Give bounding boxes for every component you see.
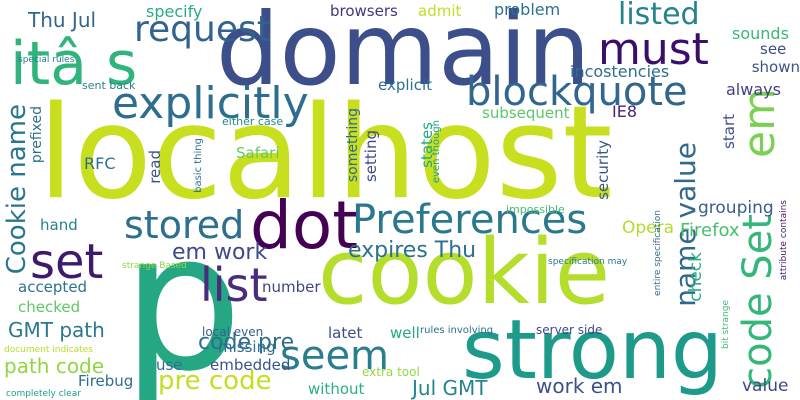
word-firefox: Firefox (680, 220, 740, 241)
word-domain: domain (216, 0, 591, 108)
word-rules-involving: rules involving (420, 325, 494, 336)
word-accepted: accepted (18, 278, 88, 296)
word-extra-tool: extra tool (362, 365, 420, 379)
word-list: list (200, 258, 268, 312)
word-missing: missing (218, 338, 276, 356)
word-document-indicates: document indicates (4, 345, 93, 355)
word-thu-jul: Thu Jul (28, 8, 97, 32)
word-embedded: embedded (210, 356, 291, 374)
word-must: must (598, 24, 709, 75)
word-either-case: either case (222, 115, 284, 128)
word-completely-clear: completely clear (6, 389, 81, 399)
word-incostencies: incostencies (570, 62, 670, 81)
word-read: read (146, 150, 164, 184)
word-prefixed: prefixed (29, 106, 45, 164)
word-em: request (134, 9, 271, 50)
word-always: always (726, 80, 781, 99)
word-explicit: explicit (378, 76, 432, 94)
word-use: use (156, 356, 183, 374)
word-blockquote: blockquote (466, 69, 688, 115)
word-value-right: value (742, 376, 789, 396)
word-browsers: browsers (330, 2, 398, 20)
word-code-pre: code pre (198, 330, 295, 355)
word-hand: hand (40, 216, 78, 234)
word-latet: latet (328, 324, 363, 342)
word-specification-may: specification may (548, 257, 628, 267)
word-impossible: impossible (506, 203, 565, 216)
word-number: number (262, 278, 321, 296)
word-pre-code: pre code (158, 366, 272, 396)
word-attribute-contains: attribute contains (779, 200, 789, 281)
word-safari: Safari (236, 144, 280, 162)
word-rfc: RFC (84, 154, 116, 173)
word-problem: problem (494, 0, 561, 19)
word-security: security (594, 140, 612, 200)
word-start: start (720, 114, 738, 149)
word-code-set: listed (618, 0, 700, 32)
word-cookie: cookie (318, 220, 611, 325)
word-stored: code Set (735, 214, 781, 389)
word-work-em: work em (536, 374, 623, 398)
word-gmt-path: GMT path (8, 318, 105, 342)
word-grouping: grouping (698, 198, 774, 218)
word-local-even: local even (202, 325, 264, 339)
word-well: well (390, 324, 420, 342)
word-even-though: even though (431, 120, 442, 184)
word-see: see (760, 40, 787, 58)
word-sounds: sounds (732, 24, 789, 43)
word-setting: setting (362, 130, 380, 183)
word-firebug: Firebug (78, 372, 134, 390)
word-localhost: localhost (38, 79, 613, 228)
word-special-rules: special rules (18, 55, 75, 65)
word-shown: shown (751, 58, 800, 76)
word-expires-thu: expires Thu (348, 238, 477, 263)
word-strong: strong (462, 303, 723, 398)
word-specify: specify (146, 2, 203, 21)
word-bit-strange: bit strange (721, 300, 731, 349)
word-admit: admit (418, 2, 462, 20)
word-value-mid: value (320, 0, 323, 1)
word-p: p (122, 192, 243, 400)
word-without: without (308, 380, 365, 398)
word-ita-s: itâ s (10, 29, 138, 99)
word-check: check (686, 252, 706, 302)
word-em-work: em work (172, 240, 268, 265)
word-request: seem (280, 333, 390, 379)
word-jul-gmt: Jul GMT (412, 376, 488, 400)
word-strange-based: strange Based (122, 261, 187, 271)
word-ie8: IE8 (612, 102, 638, 121)
word-entire-specification: entire specification (653, 210, 663, 296)
word-explicitly: explicitly (112, 78, 309, 129)
word-something: something (345, 108, 361, 183)
word-cookie-name: Cookie name (2, 104, 32, 275)
word-listed: stored (124, 203, 245, 247)
word-preferences: Preferences (352, 197, 588, 243)
word-basic-thing: basic thing (193, 138, 204, 193)
word-set: set (30, 234, 104, 290)
word-path-code: path code (4, 354, 105, 378)
word-sent-back: sent back (82, 79, 136, 92)
word-dot: dot (250, 187, 359, 264)
word-server-side: server side (536, 323, 603, 337)
word-checked: checked (18, 298, 81, 316)
word-subsequent: subsequent (482, 104, 570, 122)
word-opera: Opera (622, 218, 675, 238)
